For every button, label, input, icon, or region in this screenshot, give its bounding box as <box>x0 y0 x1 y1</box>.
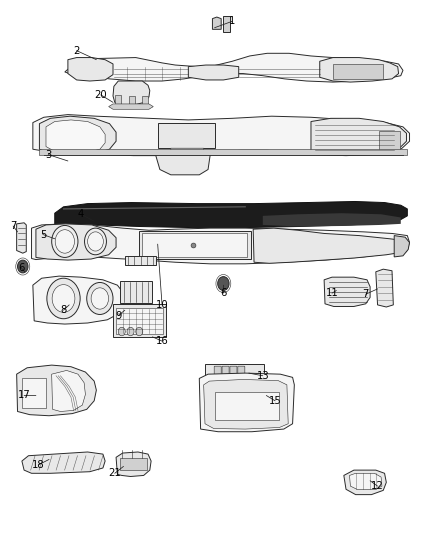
Text: 8: 8 <box>60 305 67 315</box>
Text: 3: 3 <box>45 150 51 159</box>
Polygon shape <box>204 379 288 429</box>
Circle shape <box>91 288 109 309</box>
FancyBboxPatch shape <box>222 366 229 376</box>
Text: 9: 9 <box>115 311 121 320</box>
Text: 6: 6 <box>220 288 226 298</box>
Circle shape <box>47 278 80 319</box>
FancyBboxPatch shape <box>158 123 215 148</box>
FancyBboxPatch shape <box>142 233 247 257</box>
Polygon shape <box>171 148 204 161</box>
FancyBboxPatch shape <box>139 231 251 259</box>
Text: 1: 1 <box>229 17 235 26</box>
Polygon shape <box>52 370 85 411</box>
Circle shape <box>18 260 28 273</box>
Polygon shape <box>253 228 408 263</box>
Circle shape <box>127 327 134 336</box>
Text: 4: 4 <box>78 209 84 219</box>
Circle shape <box>136 327 143 336</box>
Polygon shape <box>263 213 401 227</box>
Circle shape <box>52 225 78 257</box>
Text: 7: 7 <box>363 289 369 299</box>
Text: 18: 18 <box>32 460 45 470</box>
FancyBboxPatch shape <box>22 378 46 408</box>
Text: 21: 21 <box>108 469 121 478</box>
FancyBboxPatch shape <box>238 366 245 376</box>
Text: 6: 6 <box>18 263 24 272</box>
Text: 13: 13 <box>257 371 269 381</box>
Polygon shape <box>350 473 382 489</box>
Polygon shape <box>39 116 116 155</box>
FancyBboxPatch shape <box>223 16 230 32</box>
Polygon shape <box>212 17 221 29</box>
FancyBboxPatch shape <box>120 458 147 470</box>
Text: 10: 10 <box>156 300 168 310</box>
Polygon shape <box>32 224 410 264</box>
FancyBboxPatch shape <box>214 366 221 376</box>
Polygon shape <box>344 470 386 495</box>
Circle shape <box>88 232 103 251</box>
FancyBboxPatch shape <box>379 131 400 152</box>
Polygon shape <box>199 373 294 432</box>
Text: 2: 2 <box>74 46 80 55</box>
FancyBboxPatch shape <box>205 364 264 377</box>
Polygon shape <box>188 65 239 80</box>
FancyBboxPatch shape <box>333 64 383 79</box>
Text: 11: 11 <box>325 288 339 298</box>
FancyBboxPatch shape <box>115 95 121 107</box>
Polygon shape <box>320 58 399 82</box>
Polygon shape <box>376 269 393 307</box>
Text: 15: 15 <box>268 396 282 406</box>
Polygon shape <box>68 58 113 81</box>
Polygon shape <box>116 452 151 477</box>
Text: 20: 20 <box>95 90 107 100</box>
Circle shape <box>85 228 106 255</box>
Polygon shape <box>55 201 407 228</box>
Polygon shape <box>17 223 26 253</box>
FancyBboxPatch shape <box>129 96 135 108</box>
FancyBboxPatch shape <box>230 366 237 376</box>
FancyBboxPatch shape <box>113 304 166 337</box>
Polygon shape <box>155 155 210 175</box>
Polygon shape <box>113 81 150 106</box>
Text: 12: 12 <box>371 481 384 491</box>
Polygon shape <box>324 277 370 306</box>
FancyBboxPatch shape <box>142 96 148 107</box>
Circle shape <box>218 277 229 290</box>
Polygon shape <box>39 149 407 155</box>
Polygon shape <box>36 224 116 260</box>
FancyBboxPatch shape <box>116 308 163 334</box>
Polygon shape <box>33 276 124 324</box>
Polygon shape <box>46 120 105 154</box>
Text: 16: 16 <box>155 336 169 346</box>
Polygon shape <box>311 118 406 155</box>
Polygon shape <box>33 115 410 156</box>
Text: 17: 17 <box>18 391 31 400</box>
Text: 7: 7 <box>10 221 16 231</box>
Circle shape <box>118 327 125 336</box>
FancyBboxPatch shape <box>215 392 279 420</box>
Circle shape <box>52 285 75 312</box>
Circle shape <box>55 230 74 253</box>
Polygon shape <box>109 104 153 109</box>
FancyBboxPatch shape <box>120 281 152 303</box>
Circle shape <box>87 282 113 314</box>
Text: 5: 5 <box>40 230 46 239</box>
Polygon shape <box>17 365 96 416</box>
FancyBboxPatch shape <box>125 256 156 265</box>
Polygon shape <box>22 452 105 473</box>
Polygon shape <box>65 53 403 82</box>
Polygon shape <box>394 236 410 257</box>
